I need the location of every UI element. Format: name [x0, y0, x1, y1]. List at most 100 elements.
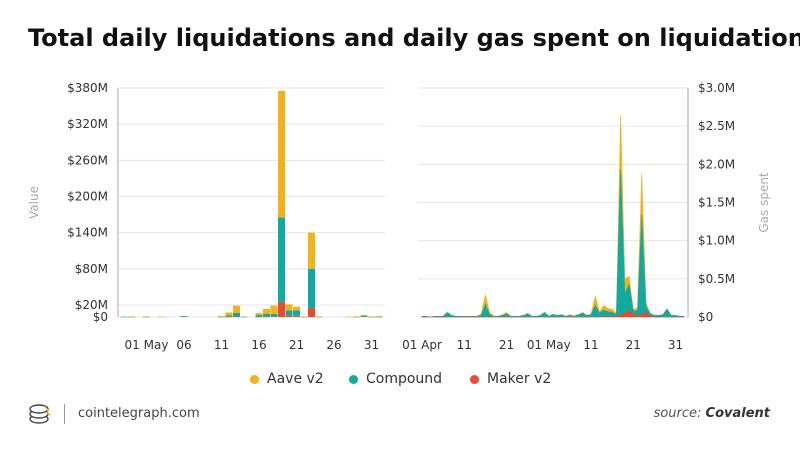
bar-aave-v2 — [233, 305, 240, 313]
bar-compound — [128, 316, 135, 318]
left-y-tick-label: $0 — [93, 310, 108, 324]
bar-aave-v2 — [270, 305, 278, 314]
bar-compound — [270, 313, 278, 317]
bar-maker-v2 — [225, 316, 233, 318]
legend-item-aave[interactable]: Aave v2 — [250, 371, 324, 387]
area-compound — [421, 169, 685, 318]
bar-aave-v2 — [255, 313, 263, 315]
legend-item-compound[interactable]: Compound — [349, 371, 442, 387]
left-bar-chart: $0$20M $80M $140M $200M $260M $320M $380M Value… — [27, 81, 385, 352]
legend-item-maker[interactable]: Maker v2 — [470, 371, 551, 387]
bar-aave-v2 — [368, 316, 375, 317]
bar-maker-v2 — [233, 316, 240, 318]
bar-compound — [218, 316, 225, 318]
legend-label-aave: Aave v2 — [267, 371, 324, 387]
footer-source-prefix: source: — [653, 406, 706, 421]
left-x-tick-label: 31 — [364, 338, 379, 352]
left-y-tick-label: $140M — [67, 226, 108, 240]
left-y-tick-label: $20M — [75, 298, 108, 312]
bar-aave-v2 — [128, 316, 135, 317]
bar-maker-v2 — [293, 315, 300, 317]
bar-aave-v2 — [225, 312, 233, 316]
bar-compound — [360, 315, 368, 317]
bar-aave-v2 — [240, 316, 248, 317]
legend-label-compound: Compound — [366, 371, 443, 387]
right-x-tick-label: 21 — [499, 338, 514, 352]
bar-compound — [353, 316, 360, 318]
footer-source: source: Covalent — [654, 406, 770, 421]
bar-compound — [180, 316, 188, 317]
legend: Aave v2 Compound Maker v2 — [0, 371, 800, 391]
bar-compound — [315, 316, 323, 318]
bar-maker-v2 — [285, 315, 293, 317]
bar-compound — [143, 316, 150, 318]
left-y-tick-label: $320M — [67, 117, 108, 131]
left-x-tick-label: 01 May — [125, 338, 169, 352]
bar-aave-v2 — [375, 316, 383, 317]
bar-compound — [300, 316, 308, 318]
bar-aave-v2 — [293, 306, 300, 311]
legend-swatch-aave — [250, 374, 259, 384]
right-y-tick-label: $2.5M — [698, 119, 735, 133]
bar-maker-v2 — [278, 301, 285, 317]
bar-compound — [375, 316, 383, 318]
right-x-tick-label: 11 — [457, 338, 472, 352]
cointelegraph-logo-icon — [29, 404, 52, 424]
bar-compound — [263, 313, 270, 317]
right-y-tick-label: $0.5M — [698, 272, 735, 286]
bar-aave-v2 — [218, 316, 225, 317]
bar-aave-v2 — [300, 316, 308, 317]
bar-maker-v2 — [308, 307, 315, 317]
left-y-tick-label: $380M — [67, 81, 108, 95]
bar-aave-v2 — [360, 314, 368, 316]
bar-aave-v2 — [315, 316, 323, 317]
left-y-tick-label: $260M — [67, 153, 108, 167]
bar-aave-v2 — [158, 316, 165, 318]
bar-aave-v2 — [278, 91, 285, 218]
bar-maker-v2 — [263, 316, 270, 318]
left-y-tick-label: $80M — [75, 262, 108, 276]
left-x-tick-label: 11 — [214, 338, 229, 352]
footer-separator — [64, 404, 65, 424]
right-x-tick-label: 11 — [583, 338, 598, 352]
right-y-tick-label: $1.0M — [698, 234, 735, 248]
bar-aave-v2 — [263, 308, 270, 314]
right-y-axis-title: Gas spent — [757, 172, 771, 233]
right-x-tick-label: 01 Apr — [402, 338, 442, 352]
bar-maker-v2 — [270, 316, 278, 317]
footer-source-name: Covalent — [705, 406, 770, 421]
bar-aave-v2 — [345, 316, 353, 318]
area-maker-v2 — [421, 310, 685, 318]
right-y-tick-label: $0 — [698, 310, 713, 324]
bar-compound — [278, 217, 285, 302]
bar-aave-v2 — [143, 316, 150, 317]
right-y-tick-label: $1.5M — [698, 196, 735, 210]
right-x-tick-label: 01 May — [527, 338, 571, 352]
right-y-tick-label: $3.0M — [698, 81, 735, 95]
chart-title: Total daily liquidations and daily gas s… — [28, 24, 800, 52]
bar-compound — [225, 315, 233, 317]
legend-label-maker: Maker v2 — [487, 371, 552, 387]
left-x-tick-label: 26 — [326, 338, 341, 352]
left-y-axis-title: Value — [27, 186, 41, 219]
bar-compound — [368, 316, 375, 318]
footer-site[interactable]: cointelegraph.com — [78, 406, 200, 421]
legend-swatch-compound — [349, 374, 358, 384]
left-y-tick-label: $200M — [67, 189, 108, 203]
bar-aave-v2 — [285, 304, 293, 311]
right-y-tick-label: $2.0M — [698, 157, 735, 171]
bar-compound — [240, 316, 248, 318]
right-x-tick-label: 21 — [626, 338, 641, 352]
bar-maker-v2 — [255, 316, 263, 318]
bar-compound — [308, 268, 315, 308]
bar-compound — [293, 310, 300, 316]
bar-compound — [255, 314, 263, 317]
bar-compound — [120, 316, 128, 318]
left-x-tick-label: 06 — [176, 338, 191, 352]
right-x-tick-label: 31 — [668, 338, 683, 352]
bar-compound — [285, 310, 293, 316]
left-x-tick-label: 16 — [251, 338, 266, 352]
legend-swatch-maker — [470, 374, 479, 384]
bar-aave-v2 — [308, 232, 315, 269]
